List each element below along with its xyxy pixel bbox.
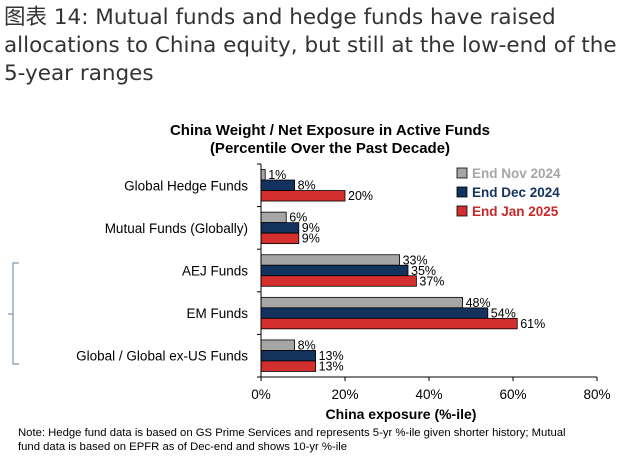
data-label-em-funds-end-dec-2024: 54% (491, 306, 516, 320)
data-label-global-hedge-funds-end-jan-2025: 20% (348, 189, 373, 203)
chart-note-line-2: fund data is based on EPFR as of Dec-end… (18, 441, 348, 453)
bar-mutual-funds-globally-end-nov-2024 (260, 211, 287, 224)
bar-aej-funds-end-jan-2025 (260, 275, 417, 287)
side-bracket (12, 262, 19, 365)
y-tick-label-global-hedge-funds: Global Hedge Funds (124, 178, 248, 193)
y-tick-label-aej-funds: AEJ Funds (182, 264, 248, 279)
figure-heading-line-2: allocations to China equity, but still a… (4, 33, 617, 58)
legend-swatch-end-jan-2025 (456, 205, 468, 217)
bar-global-global-ex-us-funds-end-nov-2024 (260, 339, 295, 351)
data-label-em-funds-end-nov-2024: 48% (466, 296, 491, 310)
figure-heading-line-1: 图表 14: Mutual funds and hedge funds have… (4, 5, 556, 30)
x-tick-label-2: 40% (415, 387, 442, 402)
x-tick-label-0: 0% (251, 387, 271, 402)
y-tick-label-em-funds: EM Funds (186, 306, 248, 321)
legend-label-end-nov-2024: End Nov 2024 (472, 166, 561, 181)
bar-global-hedge-funds-end-nov-2024 (260, 169, 266, 181)
bar-global-hedge-funds-end-jan-2025 (260, 190, 346, 202)
figure-heading-line-3: 5-year ranges (4, 61, 154, 86)
legend-label-end-jan-2025: End Jan 2025 (472, 204, 559, 219)
data-label-mutual-funds-globally-end-jan-2025: 9% (302, 232, 320, 246)
chart-title-line-2: (Percentile Over the Past Decade) (210, 140, 450, 157)
bar-global-hedge-funds-end-dec-2024 (260, 179, 295, 191)
legend-label-end-dec-2024: End Dec 2024 (472, 185, 560, 200)
data-label-global-global-ex-us-funds-end-dec-2024: 13% (319, 349, 344, 363)
data-label-global-hedge-funds-end-dec-2024: 8% (298, 179, 316, 193)
x-tick-label-1: 20% (331, 387, 358, 402)
data-label-global-hedge-funds-end-nov-2024: 1% (268, 168, 286, 182)
bar-aej-funds-end-dec-2024 (260, 264, 409, 277)
figure-heading: 图表 14: Mutual funds and hedge funds have… (4, 4, 624, 88)
legend-swatch-end-dec-2024 (456, 186, 468, 198)
bar-global-global-ex-us-funds-end-dec-2024 (260, 350, 316, 362)
data-label-aej-funds-end-dec-2024: 35% (411, 264, 436, 278)
bar-aej-funds-end-nov-2024 (260, 254, 401, 266)
data-label-aej-funds-end-jan-2025: 37% (419, 274, 444, 288)
data-label-em-funds-end-jan-2025: 61% (520, 317, 545, 331)
y-tick-label-global-global-ex-us-funds: Global / Global ex-US Funds (76, 349, 248, 364)
bar-em-funds-end-nov-2024 (260, 296, 464, 309)
data-label-global-global-ex-us-funds-end-jan-2025: 13% (319, 359, 344, 373)
data-label-global-global-ex-us-funds-end-nov-2024: 8% (298, 338, 316, 352)
chart-note: Note: Hedge fund data is based on GS Pri… (18, 426, 618, 454)
data-label-mutual-funds-globally-end-dec-2024: 9% (302, 221, 320, 235)
bar-em-funds-end-dec-2024 (260, 307, 489, 319)
bar-global-global-ex-us-funds-end-jan-2025 (260, 360, 316, 372)
bar-mutual-funds-globally-end-jan-2025 (260, 232, 300, 245)
chart-title-line-1: China Weight / Net Exposure in Active Fu… (170, 122, 490, 139)
chart-note-line-1: Note: Hedge fund data is based on GS Pri… (18, 427, 566, 439)
legend-swatch-end-nov-2024 (456, 167, 468, 179)
data-label-aej-funds-end-nov-2024: 33% (403, 253, 428, 267)
bar-mutual-funds-globally-end-dec-2024 (260, 222, 300, 234)
x-tick-label-4: 80% (583, 387, 610, 402)
data-label-mutual-funds-globally-end-nov-2024: 6% (289, 211, 307, 225)
y-tick-label-mutual-funds-globally: Mutual Funds (Globally) (105, 221, 248, 236)
x-axis-title: China exposure (%-ile) (326, 406, 477, 422)
bar-em-funds-end-jan-2025 (260, 317, 518, 330)
x-tick-label-3: 60% (499, 387, 526, 402)
